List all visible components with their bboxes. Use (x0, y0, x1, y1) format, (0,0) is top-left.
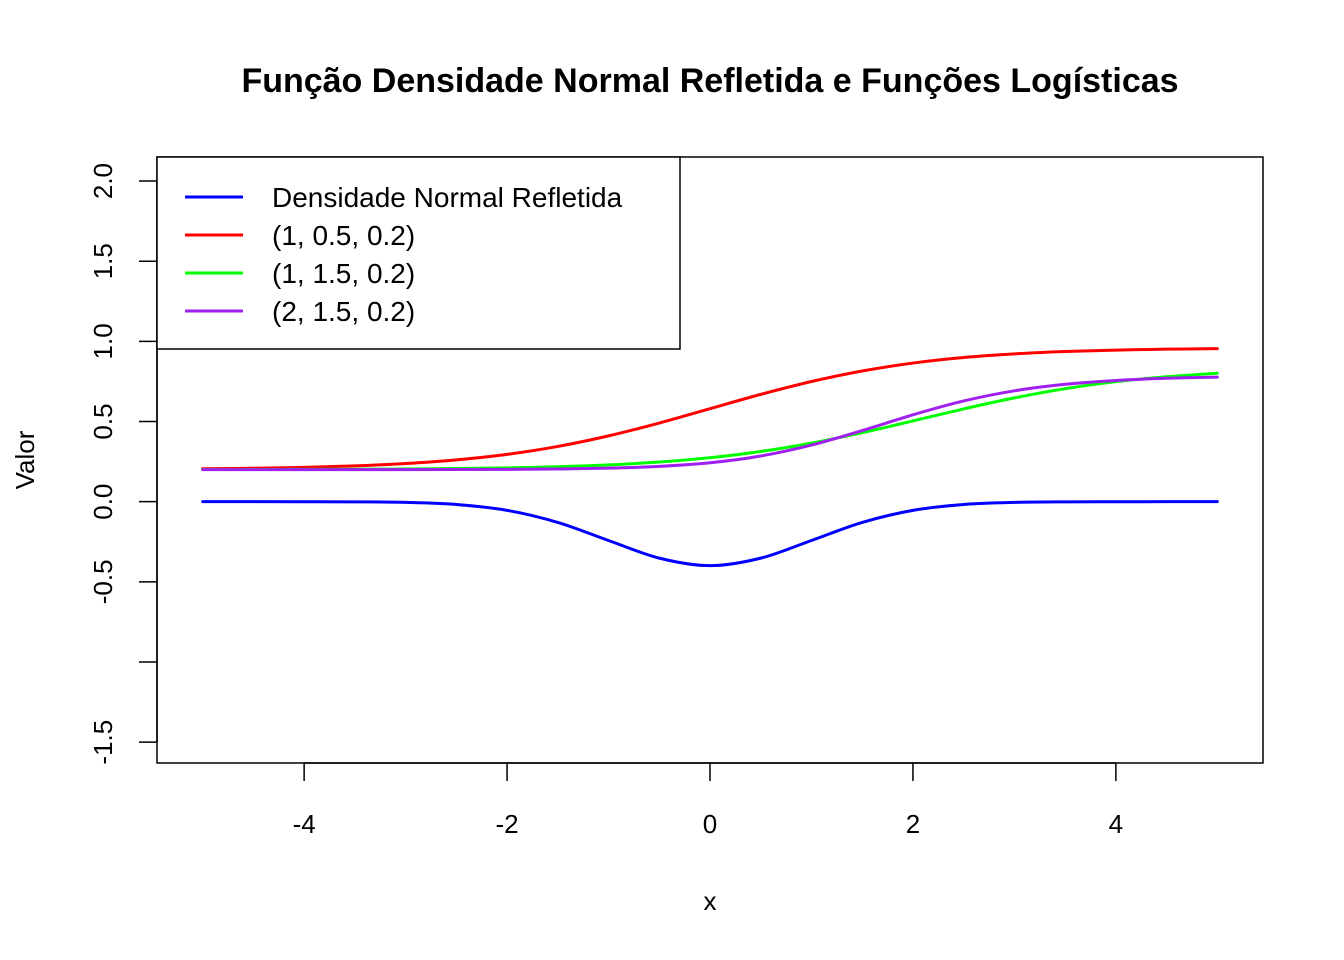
x-tick-label: 0 (703, 809, 717, 839)
x-tick-label: 4 (1109, 809, 1123, 839)
legend-label-2: (1, 1.5, 0.2) (272, 258, 415, 289)
legend-label-3: (2, 1.5, 0.2) (272, 296, 415, 327)
series-layer (201, 347, 1219, 568)
x-tick-label: 2 (906, 809, 920, 839)
y-axis: -1.5 -0.5 0.0 0.5 1.0 1.5 2.0 (88, 163, 158, 765)
legend-label-1: (1, 0.5, 0.2) (272, 220, 415, 251)
x-tick-label: -4 (293, 809, 316, 839)
y-tick-label: -1.5 (88, 720, 118, 765)
chart-title: Função Densidade Normal Refletida e Funç… (241, 62, 1178, 100)
y-tick-label: 0.5 (88, 403, 118, 439)
y-tick-label: -0.5 (88, 559, 118, 604)
legend: Densidade Normal Refletida (1, 0.5, 0.2) (… (156, 156, 681, 350)
x-axis: -4 -2 0 2 4 (293, 762, 1123, 839)
series-line-1 (201, 347, 1219, 471)
legend-box (156, 156, 681, 350)
y-axis-label: Valor (10, 430, 40, 489)
y-tick-label: 0.0 (88, 484, 118, 520)
series-line-3 (201, 375, 1219, 472)
y-tick-label: 2.0 (88, 163, 118, 199)
legend-label-0: Densidade Normal Refletida (272, 182, 623, 213)
x-axis-label: x (704, 886, 717, 916)
series-line-0 (201, 500, 1219, 568)
x-tick-label: -2 (496, 809, 519, 839)
series-line-2 (201, 371, 1219, 472)
y-tick-label: 1.5 (88, 243, 118, 279)
y-tick-label: 1.0 (88, 323, 118, 359)
